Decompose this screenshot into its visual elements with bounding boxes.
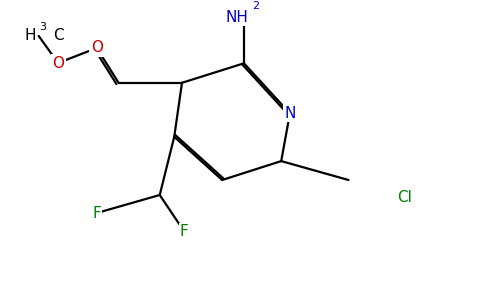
Text: 2: 2 (253, 1, 259, 11)
Text: F: F (180, 224, 188, 238)
Text: 3: 3 (39, 22, 46, 32)
Text: O: O (52, 56, 64, 70)
Text: F: F (92, 206, 101, 220)
Text: N: N (284, 106, 296, 121)
Text: Cl: Cl (397, 190, 412, 206)
Text: NH: NH (225, 11, 248, 26)
Text: H: H (25, 28, 36, 44)
Text: C: C (53, 28, 64, 44)
Text: O: O (91, 40, 103, 56)
